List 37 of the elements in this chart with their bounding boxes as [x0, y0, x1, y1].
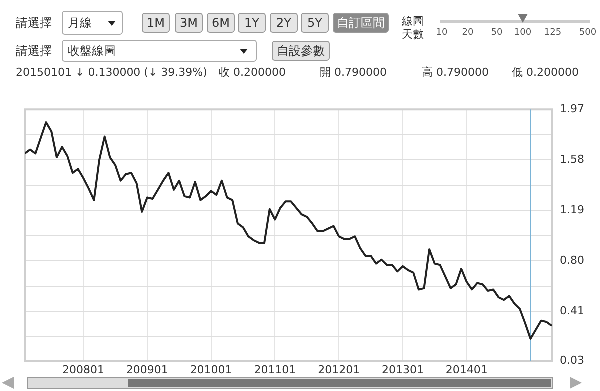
text: 收盤線圖: [68, 44, 116, 58]
x-tick-label: 200901: [126, 363, 168, 376]
text: 收 0.200000: [219, 66, 286, 79]
text: 20: [461, 27, 475, 40]
text: 1M: [142, 13, 170, 33]
text: 1Y: [238, 13, 266, 33]
y-tick-label: 0.80: [560, 254, 584, 268]
y-tick-label: 1.97: [560, 102, 584, 116]
x-tick-label: 201401: [446, 363, 488, 376]
x-tick-label: 201001: [190, 363, 232, 376]
y-tick-label: 0.41: [560, 304, 584, 318]
text: 10: [435, 27, 449, 40]
text: 500: [578, 27, 598, 40]
text: 6M: [207, 13, 235, 33]
text: 月線: [68, 16, 92, 30]
x-tick-label: 201301: [382, 363, 424, 376]
text: 線圖天數: [402, 15, 425, 41]
y-tick-label: 0.03: [560, 354, 584, 367]
text: 5Y: [301, 13, 329, 33]
text: 自訂區間: [333, 13, 389, 33]
text: 50: [490, 27, 504, 40]
y-tick-label: 1.19: [560, 204, 584, 217]
x-tick-label: 201101: [254, 363, 296, 376]
x-tick-label: 200801: [62, 363, 105, 376]
text: 請選擇: [16, 16, 52, 30]
text: 2Y: [270, 13, 298, 33]
y-tick-label: 1.58: [560, 153, 584, 166]
text: 100: [513, 27, 533, 40]
text: 請選擇: [16, 44, 52, 58]
text: 125: [543, 27, 563, 40]
text: 低 0.200000: [512, 66, 579, 79]
text: 自設參數: [272, 41, 330, 61]
text: 3M: [175, 13, 203, 33]
text: 20150101 ↓ 0.130000 (↓ 39.39%): [16, 66, 208, 79]
x-tick-label: 201201: [318, 363, 360, 376]
text: 高 0.790000: [422, 66, 489, 79]
text: 開 0.790000: [320, 66, 387, 79]
